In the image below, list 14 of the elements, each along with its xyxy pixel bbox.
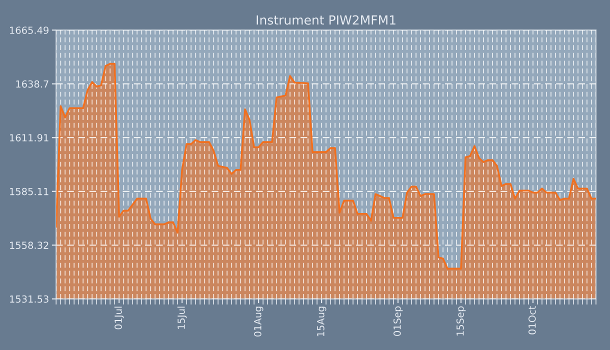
x-tick-label: 01Aug bbox=[254, 306, 264, 337]
y-tick-label: 1665.49 bbox=[10, 26, 48, 34]
x-tick-label: 15Aug bbox=[317, 306, 326, 336]
x-tick-label: 15Jul bbox=[177, 306, 187, 329]
x-tick-label: 01Oct bbox=[528, 306, 536, 334]
x-tick-label: 15Sep bbox=[456, 306, 466, 336]
chart-title: Instrument PIW2MFM1 bbox=[256, 15, 396, 25]
y-tick-label: 1585.11 bbox=[10, 188, 48, 196]
y-tick-label: 1638.7 bbox=[16, 80, 48, 88]
y-tick-label: 1558.32 bbox=[10, 242, 48, 249]
y-tick-label: 1611.91 bbox=[10, 134, 48, 142]
x-tick-label: 01Jul bbox=[114, 306, 124, 330]
x-tick-label: 01Sep bbox=[393, 306, 403, 336]
y-tick-label: 1531.53 bbox=[10, 295, 48, 303]
